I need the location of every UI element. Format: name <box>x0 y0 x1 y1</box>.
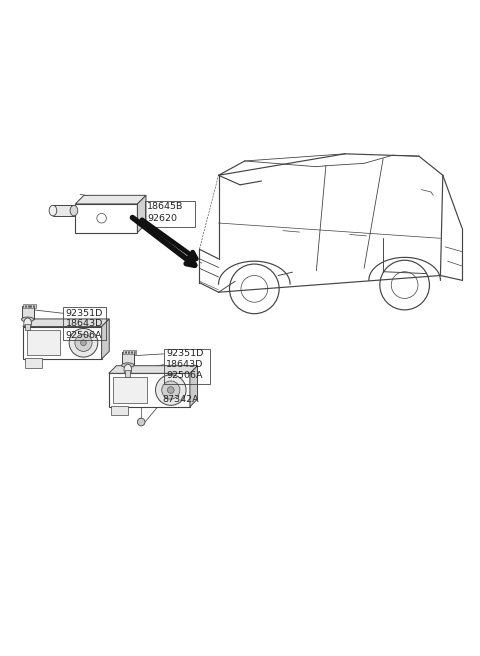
Bar <box>109 373 190 407</box>
Bar <box>26 304 28 308</box>
Text: 92506A: 92506A <box>166 371 203 380</box>
Text: 18645B: 18645B <box>147 202 183 211</box>
Bar <box>134 350 136 354</box>
Ellipse shape <box>24 318 32 329</box>
Text: 87342A: 87342A <box>163 395 199 404</box>
Text: 92351D: 92351D <box>166 350 204 358</box>
Ellipse shape <box>49 205 57 216</box>
Polygon shape <box>137 195 146 233</box>
Ellipse shape <box>124 364 132 375</box>
Polygon shape <box>190 365 198 407</box>
Text: 18643D: 18643D <box>166 360 204 369</box>
Bar <box>129 350 131 354</box>
Bar <box>122 352 134 365</box>
Polygon shape <box>102 319 109 359</box>
Circle shape <box>168 386 174 394</box>
Bar <box>113 377 147 403</box>
Polygon shape <box>109 365 198 373</box>
Circle shape <box>156 375 186 405</box>
Ellipse shape <box>22 317 34 322</box>
Bar <box>126 350 128 354</box>
Bar <box>63 308 107 340</box>
Bar <box>23 327 102 359</box>
Bar <box>29 304 31 308</box>
Bar <box>27 331 60 355</box>
Text: 18643D: 18643D <box>66 319 103 328</box>
Text: 92351D: 92351D <box>66 309 103 318</box>
Bar <box>53 205 74 216</box>
Ellipse shape <box>121 363 134 367</box>
Bar <box>75 204 137 233</box>
Text: 92620: 92620 <box>147 214 177 223</box>
Circle shape <box>162 381 180 399</box>
Bar <box>32 304 34 308</box>
Bar <box>22 306 34 319</box>
Bar <box>23 304 25 308</box>
Bar <box>123 350 125 354</box>
Bar <box>111 406 128 415</box>
Bar <box>125 370 130 377</box>
Circle shape <box>75 334 92 352</box>
Polygon shape <box>75 195 146 204</box>
Polygon shape <box>23 319 109 327</box>
Bar <box>34 304 36 308</box>
Bar <box>132 350 133 354</box>
Circle shape <box>81 340 86 346</box>
Ellipse shape <box>70 205 78 216</box>
Circle shape <box>69 329 98 357</box>
Bar <box>25 323 30 331</box>
Bar <box>25 358 42 367</box>
Text: 92506A: 92506A <box>66 331 102 340</box>
Circle shape <box>137 418 145 426</box>
Bar <box>144 201 195 227</box>
Bar <box>164 348 210 384</box>
